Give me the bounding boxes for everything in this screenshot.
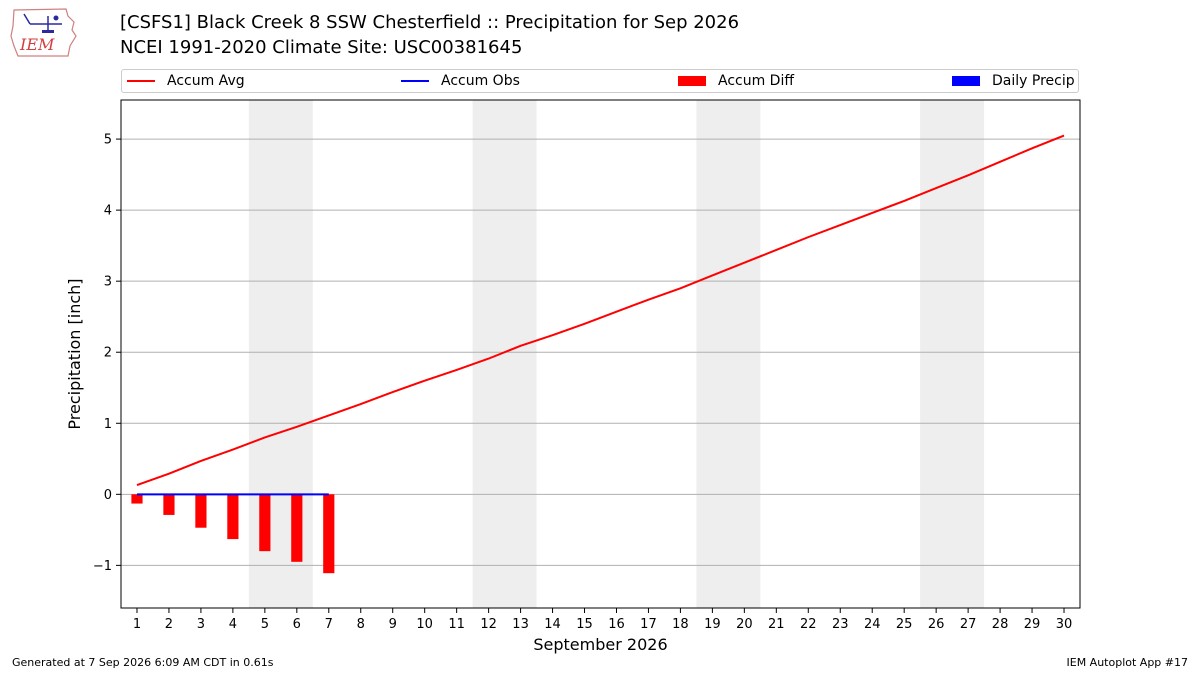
x-tick-label-17: 17: [640, 617, 657, 632]
accum-diff-bar-7: [323, 494, 335, 574]
weekend-band-2: [472, 100, 537, 608]
y-tick-label-0: −1: [93, 559, 112, 574]
accum-diff-bar-4: [227, 494, 239, 540]
x-tick-label-15: 15: [576, 617, 593, 632]
y-axis-title: Precipitation [inch]: [65, 278, 84, 429]
iem-logo-icon: IEM: [10, 8, 77, 57]
x-axis-title: September 2026: [533, 635, 667, 654]
legend-item-accum-diff: Accum Diff: [678, 70, 794, 92]
legend-swatch-accum-diff: [678, 76, 706, 86]
x-tick-label-23: 23: [832, 617, 849, 632]
chart-subtitle: NCEI 1991-2020 Climate Site: USC00381645: [120, 37, 523, 58]
x-tick-label-6: 6: [293, 617, 301, 632]
x-tick-label-27: 27: [960, 617, 977, 632]
chart-title: [CSFS1] Black Creek 8 SSW Chesterfield :…: [120, 12, 740, 33]
x-tick-label-22: 22: [800, 617, 817, 632]
legend-item-accum-obs: Accum Obs: [401, 70, 520, 92]
legend-label-daily-precip: Daily Precip: [992, 73, 1075, 89]
x-tick-label-19: 19: [704, 617, 721, 632]
y-tick-label-4: 3: [104, 275, 112, 290]
weekend-band-3: [696, 100, 761, 608]
accum-diff-bar-3: [195, 494, 207, 528]
x-tick-label-8: 8: [357, 617, 365, 632]
x-tick-label-4: 4: [229, 617, 237, 632]
x-tick-label-2: 2: [165, 617, 173, 632]
accum-diff-bar-6: [291, 494, 303, 562]
x-tick-label-26: 26: [928, 617, 945, 632]
iem-logo: IEM: [8, 6, 80, 58]
legend-item-accum-avg: Accum Avg: [127, 70, 245, 92]
x-tick-label-30: 30: [1056, 617, 1073, 632]
x-tick-label-13: 13: [512, 617, 529, 632]
x-tick-label-12: 12: [480, 617, 497, 632]
weekend-band-4: [920, 100, 985, 608]
y-tick-label-1: 0: [104, 488, 112, 503]
generated-timestamp: Generated at 7 Sep 2026 6:09 AM CDT in 0…: [12, 656, 274, 669]
plot-frame: [120, 99, 1081, 609]
x-tick-label-28: 28: [992, 617, 1009, 632]
x-tick-label-16: 16: [608, 617, 625, 632]
logo-text: IEM: [19, 35, 55, 54]
legend: Accum Avg Accum Obs Accum Diff Daily Pre…: [121, 69, 1079, 93]
x-tick-label-5: 5: [261, 617, 269, 632]
x-tick-label-14: 14: [544, 617, 561, 632]
y-tick-label-5: 4: [104, 204, 112, 219]
x-tick-label-18: 18: [672, 617, 689, 632]
accum-diff-bar-2: [163, 494, 175, 515]
accum-avg-line: [136, 134, 1065, 487]
legend-swatch-accum-avg: [127, 80, 155, 82]
x-tick-label-11: 11: [448, 617, 465, 632]
x-tick-label-29: 29: [1024, 617, 1041, 632]
legend-item-daily-precip: Daily Precip: [952, 70, 1075, 92]
legend-label-accum-diff: Accum Diff: [718, 73, 795, 89]
x-tick-label-21: 21: [768, 617, 785, 632]
legend-label-accum-obs: Accum Obs: [441, 73, 520, 89]
x-tick-label-3: 3: [197, 617, 205, 632]
legend-label-accum-avg: Accum Avg: [167, 73, 245, 89]
app-credit: IEM Autoplot App #17: [1066, 656, 1189, 669]
x-tick-label-24: 24: [864, 617, 881, 632]
weekend-band-1: [248, 100, 313, 608]
legend-swatch-daily-precip: [952, 76, 980, 86]
y-tick-label-2: 1: [104, 417, 112, 432]
legend-swatch-accum-obs: [401, 80, 429, 82]
y-tick-label-3: 2: [104, 346, 112, 361]
x-tick-label-9: 9: [389, 617, 397, 632]
x-tick-label-7: 7: [325, 617, 333, 632]
accum-diff-bar-1: [131, 494, 143, 504]
x-tick-label-25: 25: [896, 617, 913, 632]
x-tick-label-20: 20: [736, 617, 753, 632]
x-tick-label-1: 1: [133, 617, 141, 632]
x-tick-label-10: 10: [416, 617, 433, 632]
y-tick-label-6: 5: [104, 133, 112, 148]
accum-diff-bar-5: [259, 494, 271, 552]
